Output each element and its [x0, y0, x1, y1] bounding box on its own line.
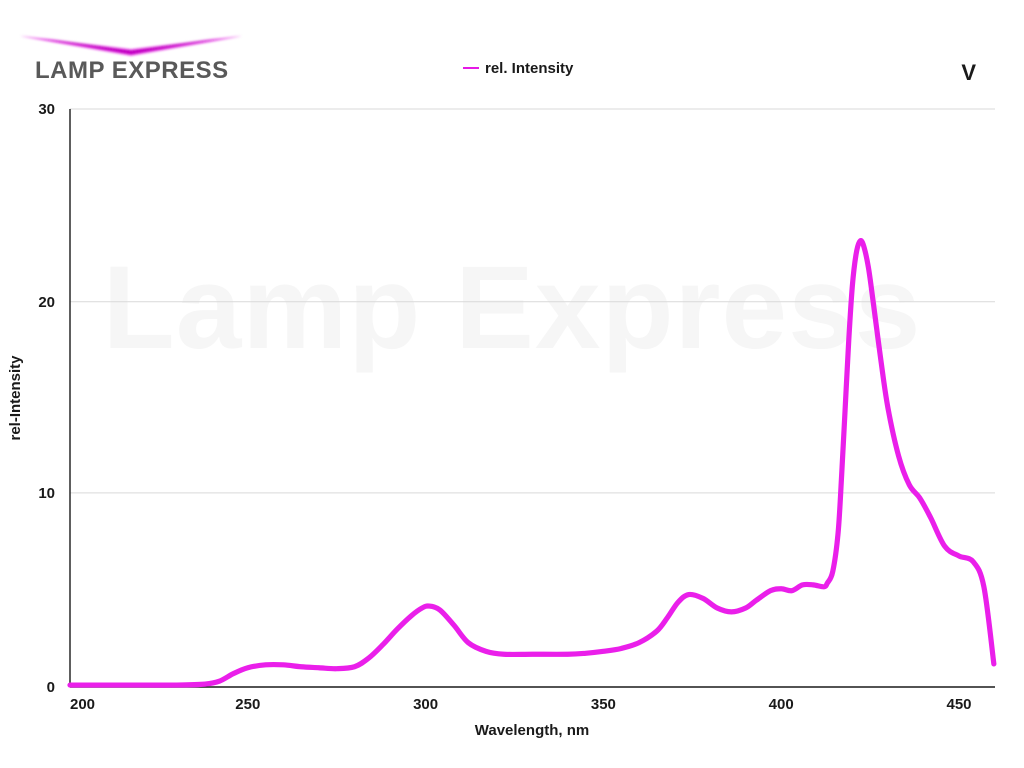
- svg-text:350: 350: [591, 696, 616, 713]
- svg-text:10: 10: [38, 485, 55, 502]
- svg-text:250: 250: [235, 696, 260, 713]
- svg-text:30: 30: [38, 101, 55, 118]
- svg-text:400: 400: [769, 696, 794, 713]
- svg-text:20: 20: [38, 294, 55, 311]
- svg-text:Wavelength, nm: Wavelength, nm: [475, 722, 589, 739]
- svg-text:300: 300: [413, 696, 438, 713]
- svg-text:rel-Intensity: rel-Intensity: [7, 355, 24, 441]
- svg-text:450: 450: [946, 696, 971, 713]
- svg-text:200: 200: [70, 696, 95, 713]
- svg-text:0: 0: [47, 679, 55, 696]
